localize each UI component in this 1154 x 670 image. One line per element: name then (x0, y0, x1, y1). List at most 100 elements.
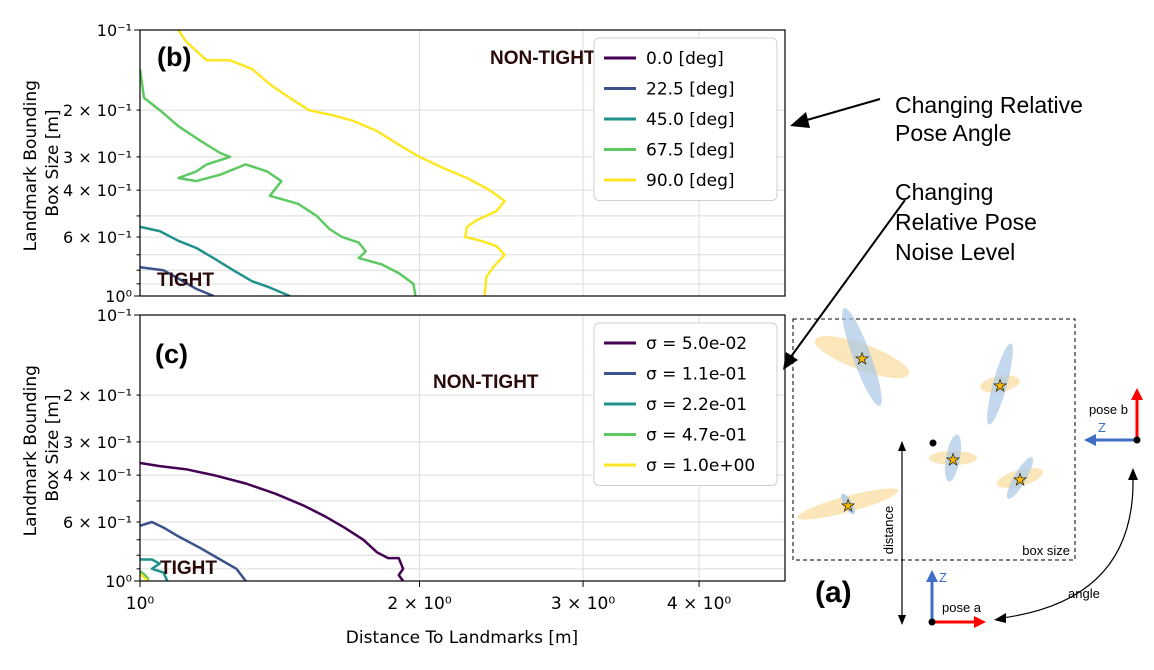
landmark-2-star-icon: ★ (993, 376, 1007, 395)
noise-callout-line1: Changing (895, 179, 993, 205)
box-size-label: box size (1022, 543, 1070, 558)
angle-arc (1001, 477, 1134, 619)
noise-callout-line2: Relative Pose (895, 209, 1037, 235)
c-legend-box (593, 322, 778, 486)
box-size-dashed-frame (792, 318, 1076, 561)
panel-b-y-axis-label: Landmark Bounding Box Size [m] (21, 75, 63, 252)
pose-a-origin (928, 618, 936, 626)
landmark-1-star-icon: ★ (855, 349, 869, 368)
panel-b-chart: 10⁻¹2 × 10⁻¹3 × 10⁻¹4 × 10⁻¹6 × 10⁻¹10⁰ … (21, 21, 786, 306)
noise-callout-arrowhead (783, 352, 798, 370)
angle-callout-arrow (799, 98, 881, 123)
panel-c-x-ticks: 10⁰ 2 × 10⁰ 3 × 10⁰ 4 × 10⁰ (126, 581, 731, 614)
c-legend-label-1: σ = 1.1e-01 (646, 365, 747, 385)
pose-a-x-arrowhead (974, 616, 986, 628)
b-y-tick-label-2: 3 × 10⁻¹ (63, 148, 132, 167)
c-series-line-0 (140, 461, 405, 581)
schematic-panel-a: box size ★ ★ ★ ★ ★ (792, 308, 1143, 628)
angle-callout-arrowhead (790, 112, 810, 128)
panel-c-tight-label: TIGHT (160, 558, 217, 579)
c-x-tick-label-0: 10⁰ (126, 594, 155, 614)
angle-callout-line2: Pose Angle (895, 120, 1011, 146)
panel-b-frame (139, 29, 786, 297)
c-series-line-4 (140, 572, 149, 581)
pose-b-label: pose b (1089, 402, 1128, 417)
b-legend-label-0: 0.0 [deg] (646, 49, 724, 69)
pose-b-frame: Z pose b (1084, 388, 1143, 446)
angle-arrowhead-bottom (994, 613, 1006, 623)
panel-c-series (140, 461, 405, 581)
c-y-tick-label-4: 6 × 10⁻¹ (63, 513, 132, 532)
pose-b-z-label: Z (1098, 420, 1106, 435)
b-series-line-3 (140, 68, 417, 296)
pose-a-frame: Z pose a (926, 570, 986, 628)
angle-callout-line1: Changing Relative (895, 92, 1083, 118)
panel-c-frame (139, 314, 786, 582)
b-y-tick-label-5: 10⁰ (105, 287, 132, 306)
b-series-line-2 (140, 225, 291, 296)
b-legend-box (593, 37, 778, 201)
b-series-line-1 (140, 266, 214, 296)
b-legend-label-4: 90.0 [deg] (646, 171, 735, 191)
b-y-tick-label-4: 6 × 10⁻¹ (63, 228, 132, 247)
center-dot (929, 439, 937, 447)
c-legend-label-0: σ = 5.0e-02 (646, 334, 747, 354)
panel-c-chart: 10⁻¹ 2 × 10⁻¹ 3 × 10⁻¹ 4 × 10⁻¹ 6 × 10⁻¹ 10⁰ … (21, 306, 786, 648)
c-y-tick-label-5: 10⁰ (105, 572, 132, 591)
landmark-5: ★ (797, 488, 899, 520)
landmark-5-star-icon: ★ (841, 496, 855, 515)
c-legend-label-2: σ = 2.2e-01 (646, 395, 747, 415)
panel-b-tight-label: TIGHT (157, 270, 214, 291)
landmark-4-ellipse-blue (1006, 457, 1034, 499)
landmark-1: ★ (814, 308, 910, 406)
pose-a-z-arrowhead (926, 570, 938, 582)
c-series-line-2 (140, 558, 169, 581)
c-legend-label-4: σ = 1.0e+00 (646, 456, 755, 476)
landmark-4: ★ (996, 457, 1044, 499)
landmark-3-star-icon: ★ (946, 450, 960, 469)
pose-a-label: pose a (942, 600, 982, 615)
panel-c-y-ticks: 10⁻¹ 2 × 10⁻¹ 3 × 10⁻¹ 4 × 10⁻¹ 6 × 10⁻¹ 10⁰ (63, 306, 140, 591)
noise-callout: Changing Relative Pose Noise Level (783, 179, 1043, 370)
b-y-tick-label-0: 10⁻¹ (97, 21, 132, 40)
angle-arrowhead-top (1128, 468, 1138, 480)
panel-c-nontight-label: NON-TIGHT (433, 372, 539, 393)
landmark-2-ellipse-blue (987, 343, 1013, 425)
landmark-5-ellipse-blue (841, 493, 855, 515)
b-y-tick-label-3: 4 × 10⁻¹ (63, 181, 132, 200)
distance-arrowhead-bottom (898, 615, 906, 625)
panel-c-y-axis-label: Landmark Bounding Box Size [m] (21, 360, 63, 537)
c-legend-label-3: σ = 4.7e-01 (646, 426, 747, 446)
panel-c-legend: σ = 5.0e-02 σ = 1.1e-01 σ = 2.2e-01 σ = 4.7… (593, 322, 778, 486)
c-series-line-1 (140, 520, 247, 581)
landmark-3: ★ (929, 434, 977, 482)
panel-c-label: (c) (155, 339, 188, 369)
b-legend-label-1: 22.5 [deg] (646, 80, 735, 100)
c-y-tick-label-0: 10⁻¹ (97, 306, 132, 325)
angle-callout-text: Changing Relative Pose Angle (895, 92, 1089, 146)
c-y-tick-label-2: 3 × 10⁻¹ (63, 433, 132, 452)
distance-label: distance (881, 506, 896, 554)
landmark-3-ellipse-blue (944, 434, 962, 482)
pose-b-z-arrowhead (1084, 434, 1096, 446)
pose-b-x-arrowhead (1131, 388, 1143, 400)
noise-callout-line3: Noise Level (895, 239, 1015, 265)
panel-c-y-axis-label-line1: Landmark Bounding (21, 365, 41, 536)
angle-callout: Changing Relative Pose Angle (790, 92, 1089, 146)
panel-c-x-axis-label: Distance To Landmarks [m] (346, 628, 578, 648)
panel-b-y-ticks: 10⁻¹ 2 × 10⁻¹ 3 × 10⁻¹ 4 × 10⁻¹ 6 × 10⁻¹ 10⁰ (63, 21, 140, 306)
panel-c-y-axis-label-line2: Box Size [m] (43, 394, 63, 501)
b-legend-label-3: 67.5 [deg] (646, 141, 735, 161)
c-y-tick-label-1: 2 × 10⁻¹ (63, 386, 132, 405)
noise-callout-text: Changing Relative Pose Noise Level (895, 179, 1043, 265)
c-y-tick-label-3: 4 × 10⁻¹ (63, 466, 132, 485)
panel-a-label: (a) (815, 576, 852, 609)
angle-label: angle (1068, 586, 1100, 601)
angle-arrow: angle (994, 468, 1138, 623)
c-x-tick-label-2: 3 × 10⁰ (551, 594, 615, 614)
distance-arrow: distance (881, 441, 906, 625)
b-y-tick-label-1: 2 × 10⁻¹ (63, 101, 132, 120)
landmark-1-ellipse-blue (842, 308, 882, 406)
pose-a-z-label: Z (939, 570, 947, 585)
